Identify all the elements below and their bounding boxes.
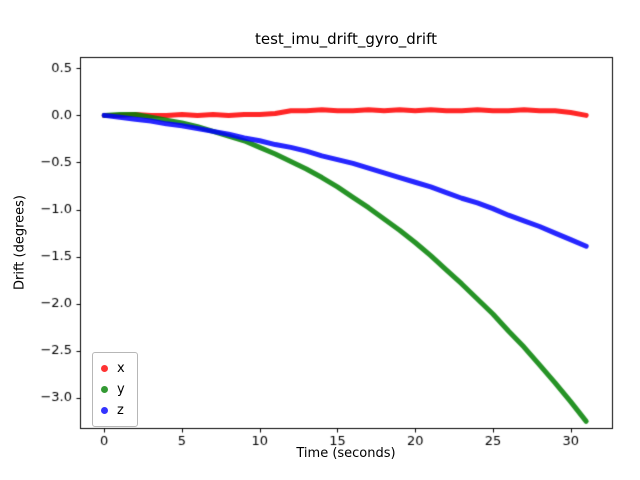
legend-label-y: y [117, 382, 125, 397]
x-axis-label: Time (seconds) [296, 446, 396, 461]
legend: x y z [92, 352, 138, 427]
chart-title: test_imu_drift_gyro_drift [254, 30, 437, 48]
legend-marker-z-icon [101, 407, 108, 414]
legend-marker-x-icon [101, 365, 108, 372]
legend-marker-y-icon [101, 386, 108, 393]
legend-item-z: z [101, 400, 125, 421]
legend-item-x: x [101, 358, 125, 379]
legend-item-y: y [101, 379, 125, 400]
legend-label-x: x [117, 361, 125, 376]
legend-label-z: z [117, 403, 124, 418]
y-axis-label: Drift (degrees) [12, 194, 28, 291]
